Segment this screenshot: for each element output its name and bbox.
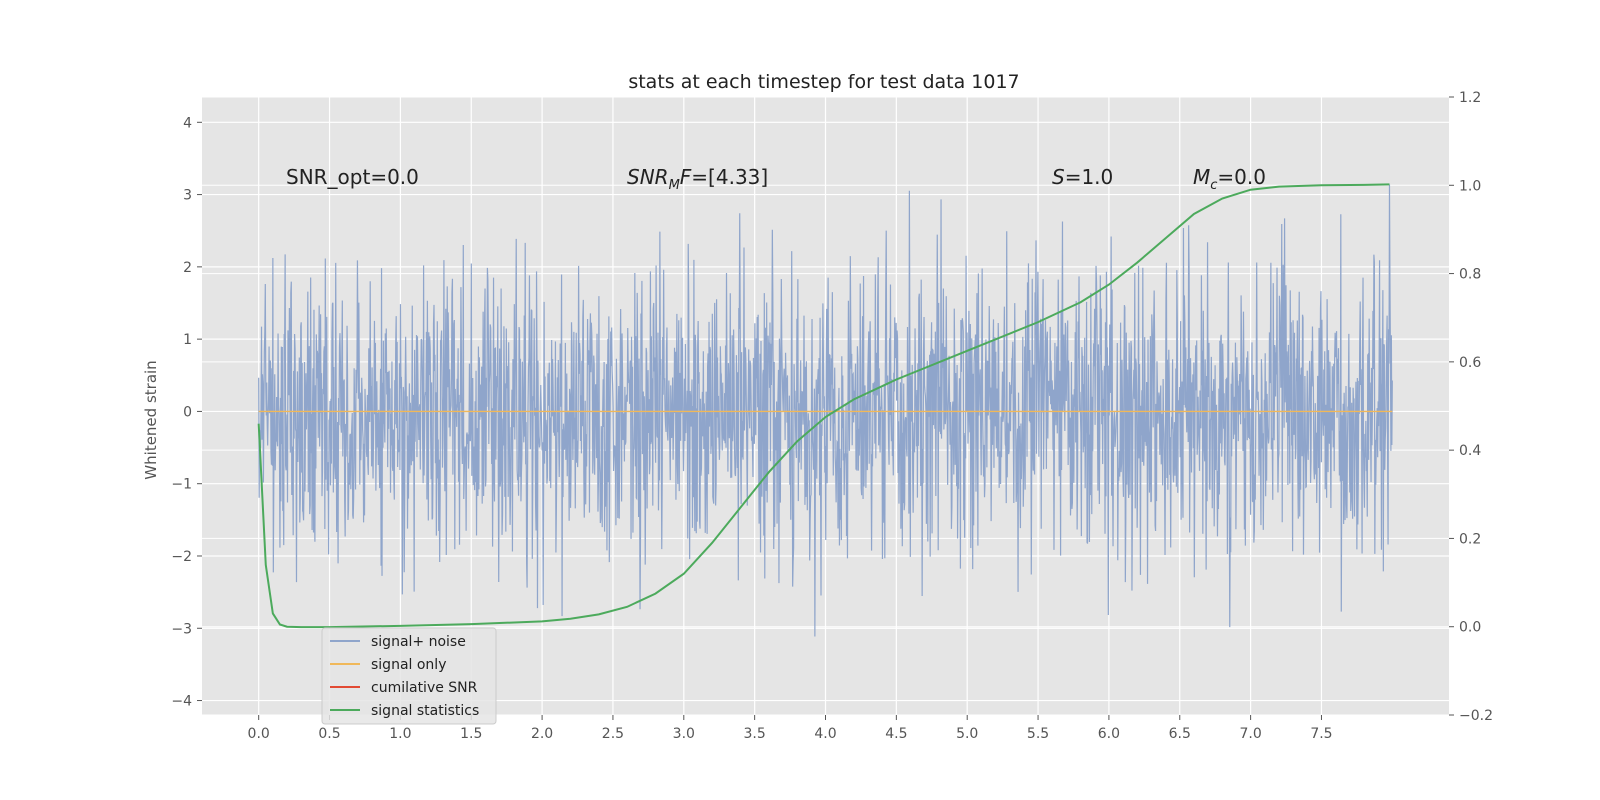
snr-mf-symbol: SNR — [627, 165, 669, 189]
annotation-s: S=1.0 — [1052, 165, 1113, 189]
x-tick-label: 7.0 — [1239, 726, 1261, 742]
x-tick-label: 6.0 — [1098, 726, 1120, 742]
legend-label-stats: signal statistics — [371, 703, 479, 719]
x-tick-label: 5.0 — [956, 726, 978, 742]
s-symbol: S — [1052, 165, 1065, 189]
x-tick-label: 2.0 — [531, 726, 553, 742]
noise-trace — [258, 184, 1393, 637]
legend-box — [321, 627, 497, 725]
y-tick-label: 1 — [183, 332, 192, 348]
y-ticks: 4 3 2 1 0 −1 −2 −3 −4 — [171, 115, 202, 710]
x-ticks: 0.0 0.5 1.0 1.5 2.0 2.5 3.0 3.5 4.0 4.5 5.0 5.5 6.0 6… — [248, 715, 1333, 742]
mc-subscript: c — [1210, 178, 1217, 193]
legend: signal+ noise signal only cumilative SNR… — [321, 627, 497, 725]
x-tick-label: 4.5 — [885, 726, 907, 742]
y2-ticks: 1.2 1.0 0.8 0.6 0.4 0.2 0.0 −0.2 — [1449, 90, 1493, 724]
x-tick-label: 1.5 — [460, 726, 482, 742]
x-tick-label: 3.5 — [744, 726, 766, 742]
chart-title: stats at each timestep for test data 101… — [628, 71, 1019, 93]
y2-tick-label: 0.6 — [1459, 355, 1481, 371]
y2-tick-label: 0.2 — [1459, 531, 1481, 547]
x-tick-label: 4.0 — [814, 726, 836, 742]
y-tick-label: −4 — [171, 694, 192, 710]
y2-tick-label: 0.4 — [1459, 443, 1481, 459]
snr-mf-value: =[4.33] — [691, 165, 768, 189]
legend-label-snr: cumilative SNR — [371, 680, 478, 696]
mc-symbol: M — [1193, 165, 1210, 189]
s-value: =1.0 — [1065, 165, 1114, 189]
y-tick-label: 0 — [183, 404, 192, 420]
legend-label-noise: signal+ noise — [371, 634, 466, 650]
x-tick-label: 2.5 — [602, 726, 624, 742]
y2-tick-label: 1.0 — [1459, 178, 1481, 194]
y2-tick-label: 0.0 — [1459, 620, 1481, 636]
annotation-snr-opt: SNR_opt=0.0 — [286, 165, 419, 189]
x-tick-label: 1.0 — [389, 726, 411, 742]
x-tick-label: 0.5 — [318, 726, 340, 742]
x-tick-label: 5.5 — [1027, 726, 1049, 742]
y-tick-label: −3 — [171, 621, 192, 637]
y-tick-label: −2 — [171, 549, 192, 565]
legend-label-signal: signal only — [371, 657, 446, 673]
y-tick-label: 2 — [183, 260, 192, 276]
signal-statistics-line — [257, 183, 1390, 629]
snr-mf-symbol2: F — [680, 165, 692, 189]
x-tick-label: 6.5 — [1169, 726, 1191, 742]
signal-statistics-series — [257, 183, 1390, 629]
y2-tick-label: 1.2 — [1459, 90, 1481, 106]
y-axis-label: Whitened strain — [142, 360, 160, 479]
y-tick-label: −1 — [171, 477, 192, 493]
x-tick-label: 0.0 — [248, 726, 270, 742]
y2-tick-label: 0.8 — [1459, 267, 1481, 283]
mc-value: =0.0 — [1217, 165, 1266, 189]
x-tick-label: 7.5 — [1310, 726, 1332, 742]
signal-noise-series — [258, 184, 1393, 637]
y-tick-label: 3 — [183, 188, 192, 204]
y-tick-label: 4 — [183, 115, 192, 131]
annotation-mc: Mc=0.0 — [1193, 165, 1266, 193]
snr-mf-subscript: M — [669, 178, 680, 193]
x-tick-label: 3.0 — [673, 726, 695, 742]
annotation-snr-mf: SNRMF=[4.33] — [627, 165, 768, 193]
y2-tick-label: −0.2 — [1459, 708, 1493, 724]
